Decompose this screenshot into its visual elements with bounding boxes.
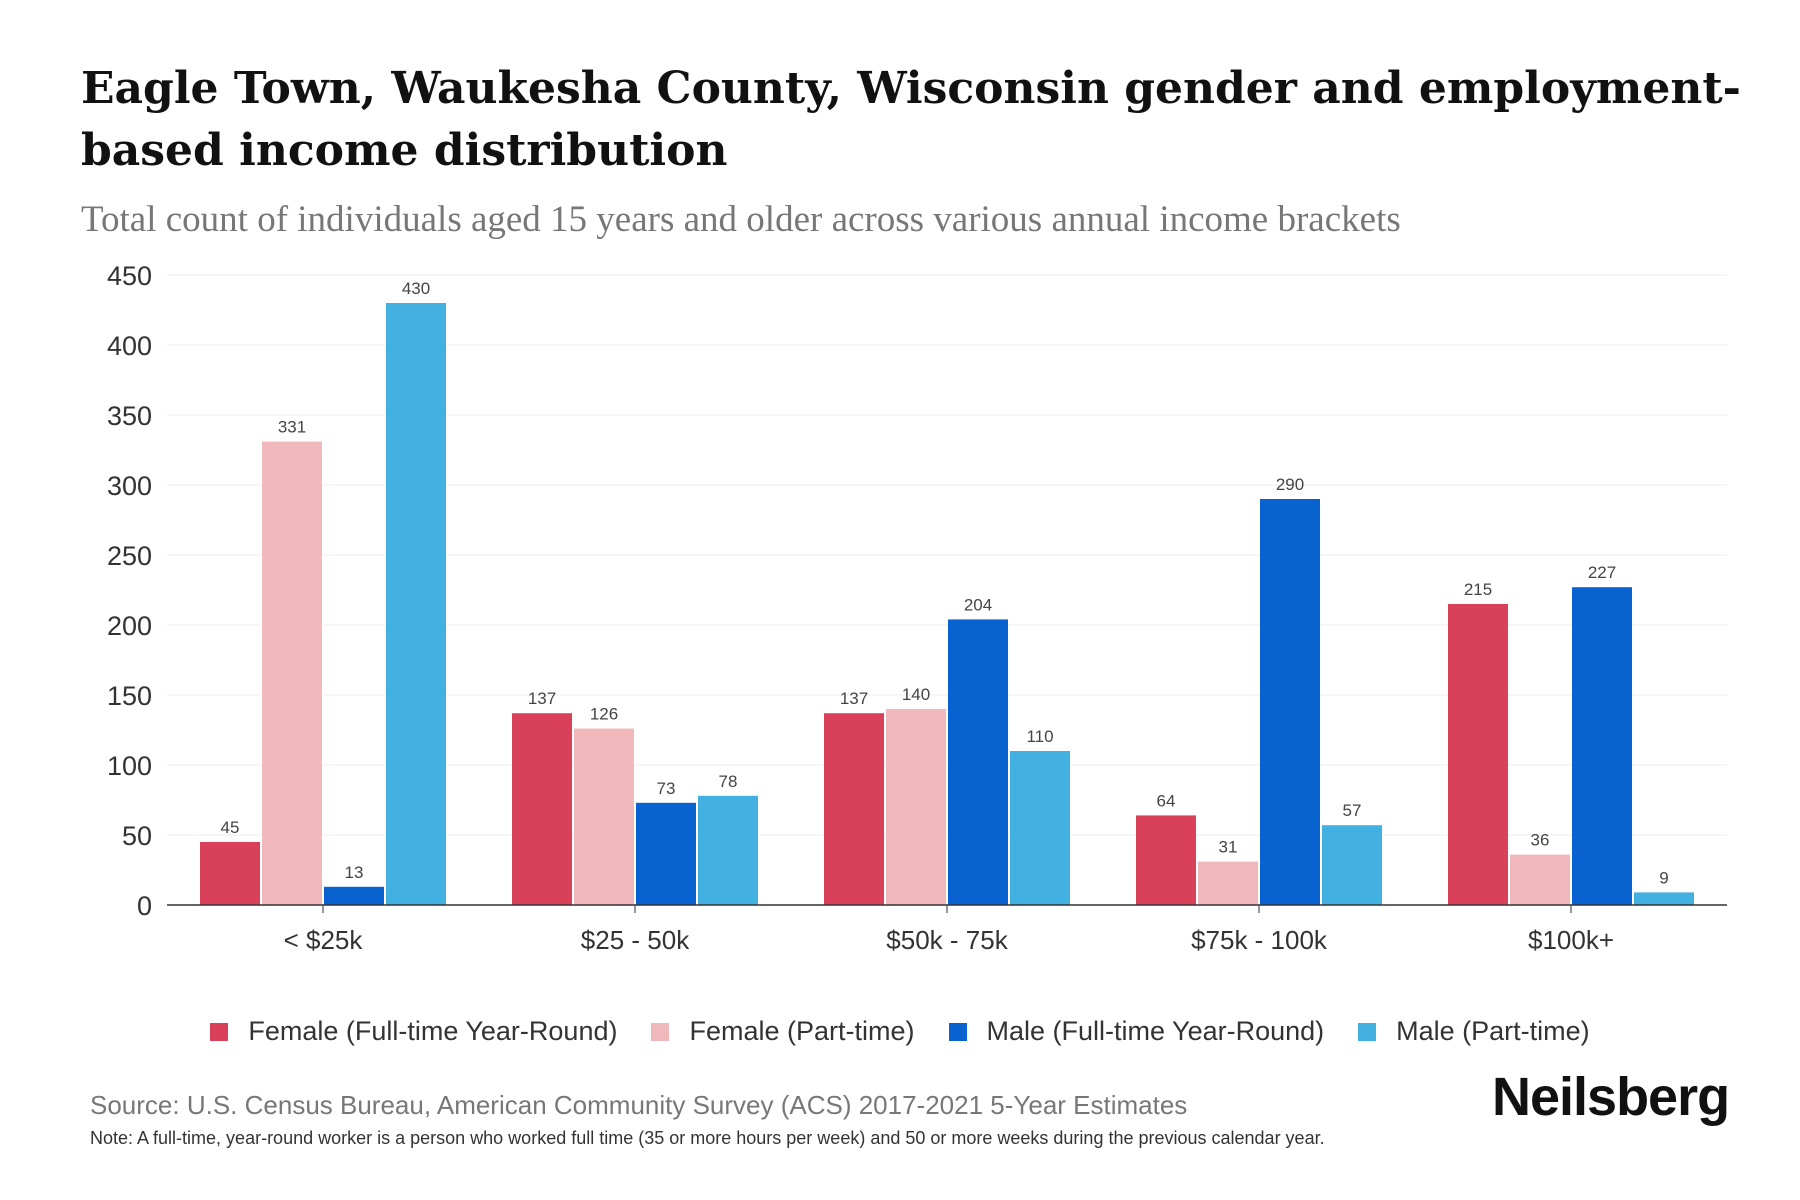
legend-swatch bbox=[948, 1022, 967, 1041]
data-label: 64 bbox=[1157, 791, 1176, 810]
y-tick-label: 400 bbox=[107, 331, 152, 361]
bar bbox=[1572, 587, 1632, 905]
data-label: 215 bbox=[1464, 580, 1492, 599]
legend-label: Female (Part-time) bbox=[689, 1016, 915, 1046]
y-tick-label: 350 bbox=[107, 401, 152, 431]
x-tick-label: $75k - 100k bbox=[1191, 925, 1328, 955]
bar bbox=[262, 441, 322, 905]
bar bbox=[636, 802, 696, 905]
y-tick-label: 200 bbox=[107, 611, 152, 641]
bar bbox=[1198, 861, 1258, 905]
data-label: 430 bbox=[402, 279, 430, 298]
data-label: 45 bbox=[221, 818, 240, 837]
y-tick-label: 0 bbox=[137, 891, 152, 921]
bar bbox=[1448, 604, 1508, 905]
y-tick-label: 50 bbox=[122, 821, 152, 851]
bar bbox=[386, 303, 446, 905]
data-label: 137 bbox=[840, 689, 868, 708]
bar bbox=[948, 619, 1008, 905]
data-label: 9 bbox=[1659, 868, 1668, 887]
data-label: 331 bbox=[278, 418, 306, 437]
legend-item: Male (Part-time) bbox=[1358, 1016, 1590, 1047]
legend-label: Female (Full-time Year-Round) bbox=[248, 1016, 618, 1046]
x-tick-label: $50k - 75k bbox=[886, 925, 1008, 955]
bar bbox=[1634, 892, 1694, 905]
bar bbox=[1010, 751, 1070, 905]
legend-swatch bbox=[651, 1022, 670, 1041]
neilsberg-logo: Neilsberg bbox=[1492, 1067, 1730, 1127]
note-text: Note: A full-time, year-round worker is … bbox=[90, 1128, 1325, 1148]
bar bbox=[1510, 854, 1570, 905]
legend-swatch bbox=[210, 1022, 229, 1041]
legend-label: Male (Part-time) bbox=[1396, 1016, 1590, 1046]
legend-swatch bbox=[1358, 1022, 1377, 1041]
data-label: 137 bbox=[528, 689, 556, 708]
data-label: 126 bbox=[590, 705, 618, 724]
y-tick-label: 450 bbox=[107, 261, 152, 291]
bar bbox=[574, 728, 634, 905]
y-tick-label: 250 bbox=[107, 541, 152, 571]
legend-item: Female (Part-time) bbox=[651, 1016, 915, 1047]
y-tick-label: 300 bbox=[107, 471, 152, 501]
source-text: Source: U.S. Census Bureau, American Com… bbox=[90, 1090, 1188, 1120]
x-tick-label: $100k+ bbox=[1528, 925, 1614, 955]
data-label: 140 bbox=[902, 685, 930, 704]
data-label: 36 bbox=[1531, 831, 1550, 850]
bar bbox=[886, 709, 946, 905]
legend-item: Male (Full-time Year-Round) bbox=[948, 1016, 1325, 1047]
chart-title: Eagle Town, Waukesha County, Wisconsin g… bbox=[81, 63, 1741, 176]
legend-item: Female (Full-time Year-Round) bbox=[210, 1016, 617, 1047]
x-tick-label: $25 - 50k bbox=[581, 925, 690, 955]
chart-subtitle: Total count of individuals aged 15 years… bbox=[81, 199, 1401, 240]
data-label: 227 bbox=[1588, 563, 1616, 582]
data-label: 73 bbox=[657, 779, 676, 798]
data-label: 78 bbox=[719, 772, 738, 791]
bar bbox=[324, 886, 384, 905]
x-tick-label: < $25k bbox=[284, 925, 364, 955]
bar bbox=[824, 713, 884, 905]
data-label: 204 bbox=[964, 595, 992, 614]
bar bbox=[512, 713, 572, 905]
bar bbox=[1260, 499, 1320, 905]
bar bbox=[200, 842, 260, 905]
data-label: 57 bbox=[1343, 801, 1362, 820]
y-tick-label: 100 bbox=[107, 751, 152, 781]
bar bbox=[1322, 825, 1382, 905]
legend: Female (Full-time Year-Round) Female (Par… bbox=[0, 1016, 1800, 1047]
bar-chart: 0 50 100 150 200 250 300 350 400 450 45 331 13 430 < $… bbox=[107, 261, 1727, 955]
data-label: 13 bbox=[345, 863, 364, 882]
bar bbox=[698, 795, 758, 905]
y-tick-label: 150 bbox=[107, 681, 152, 711]
legend-label: Male (Full-time Year-Round) bbox=[986, 1016, 1325, 1046]
data-label: 31 bbox=[1219, 838, 1238, 857]
bar bbox=[1136, 815, 1196, 905]
data-label: 110 bbox=[1026, 727, 1053, 746]
data-label: 290 bbox=[1276, 475, 1304, 494]
